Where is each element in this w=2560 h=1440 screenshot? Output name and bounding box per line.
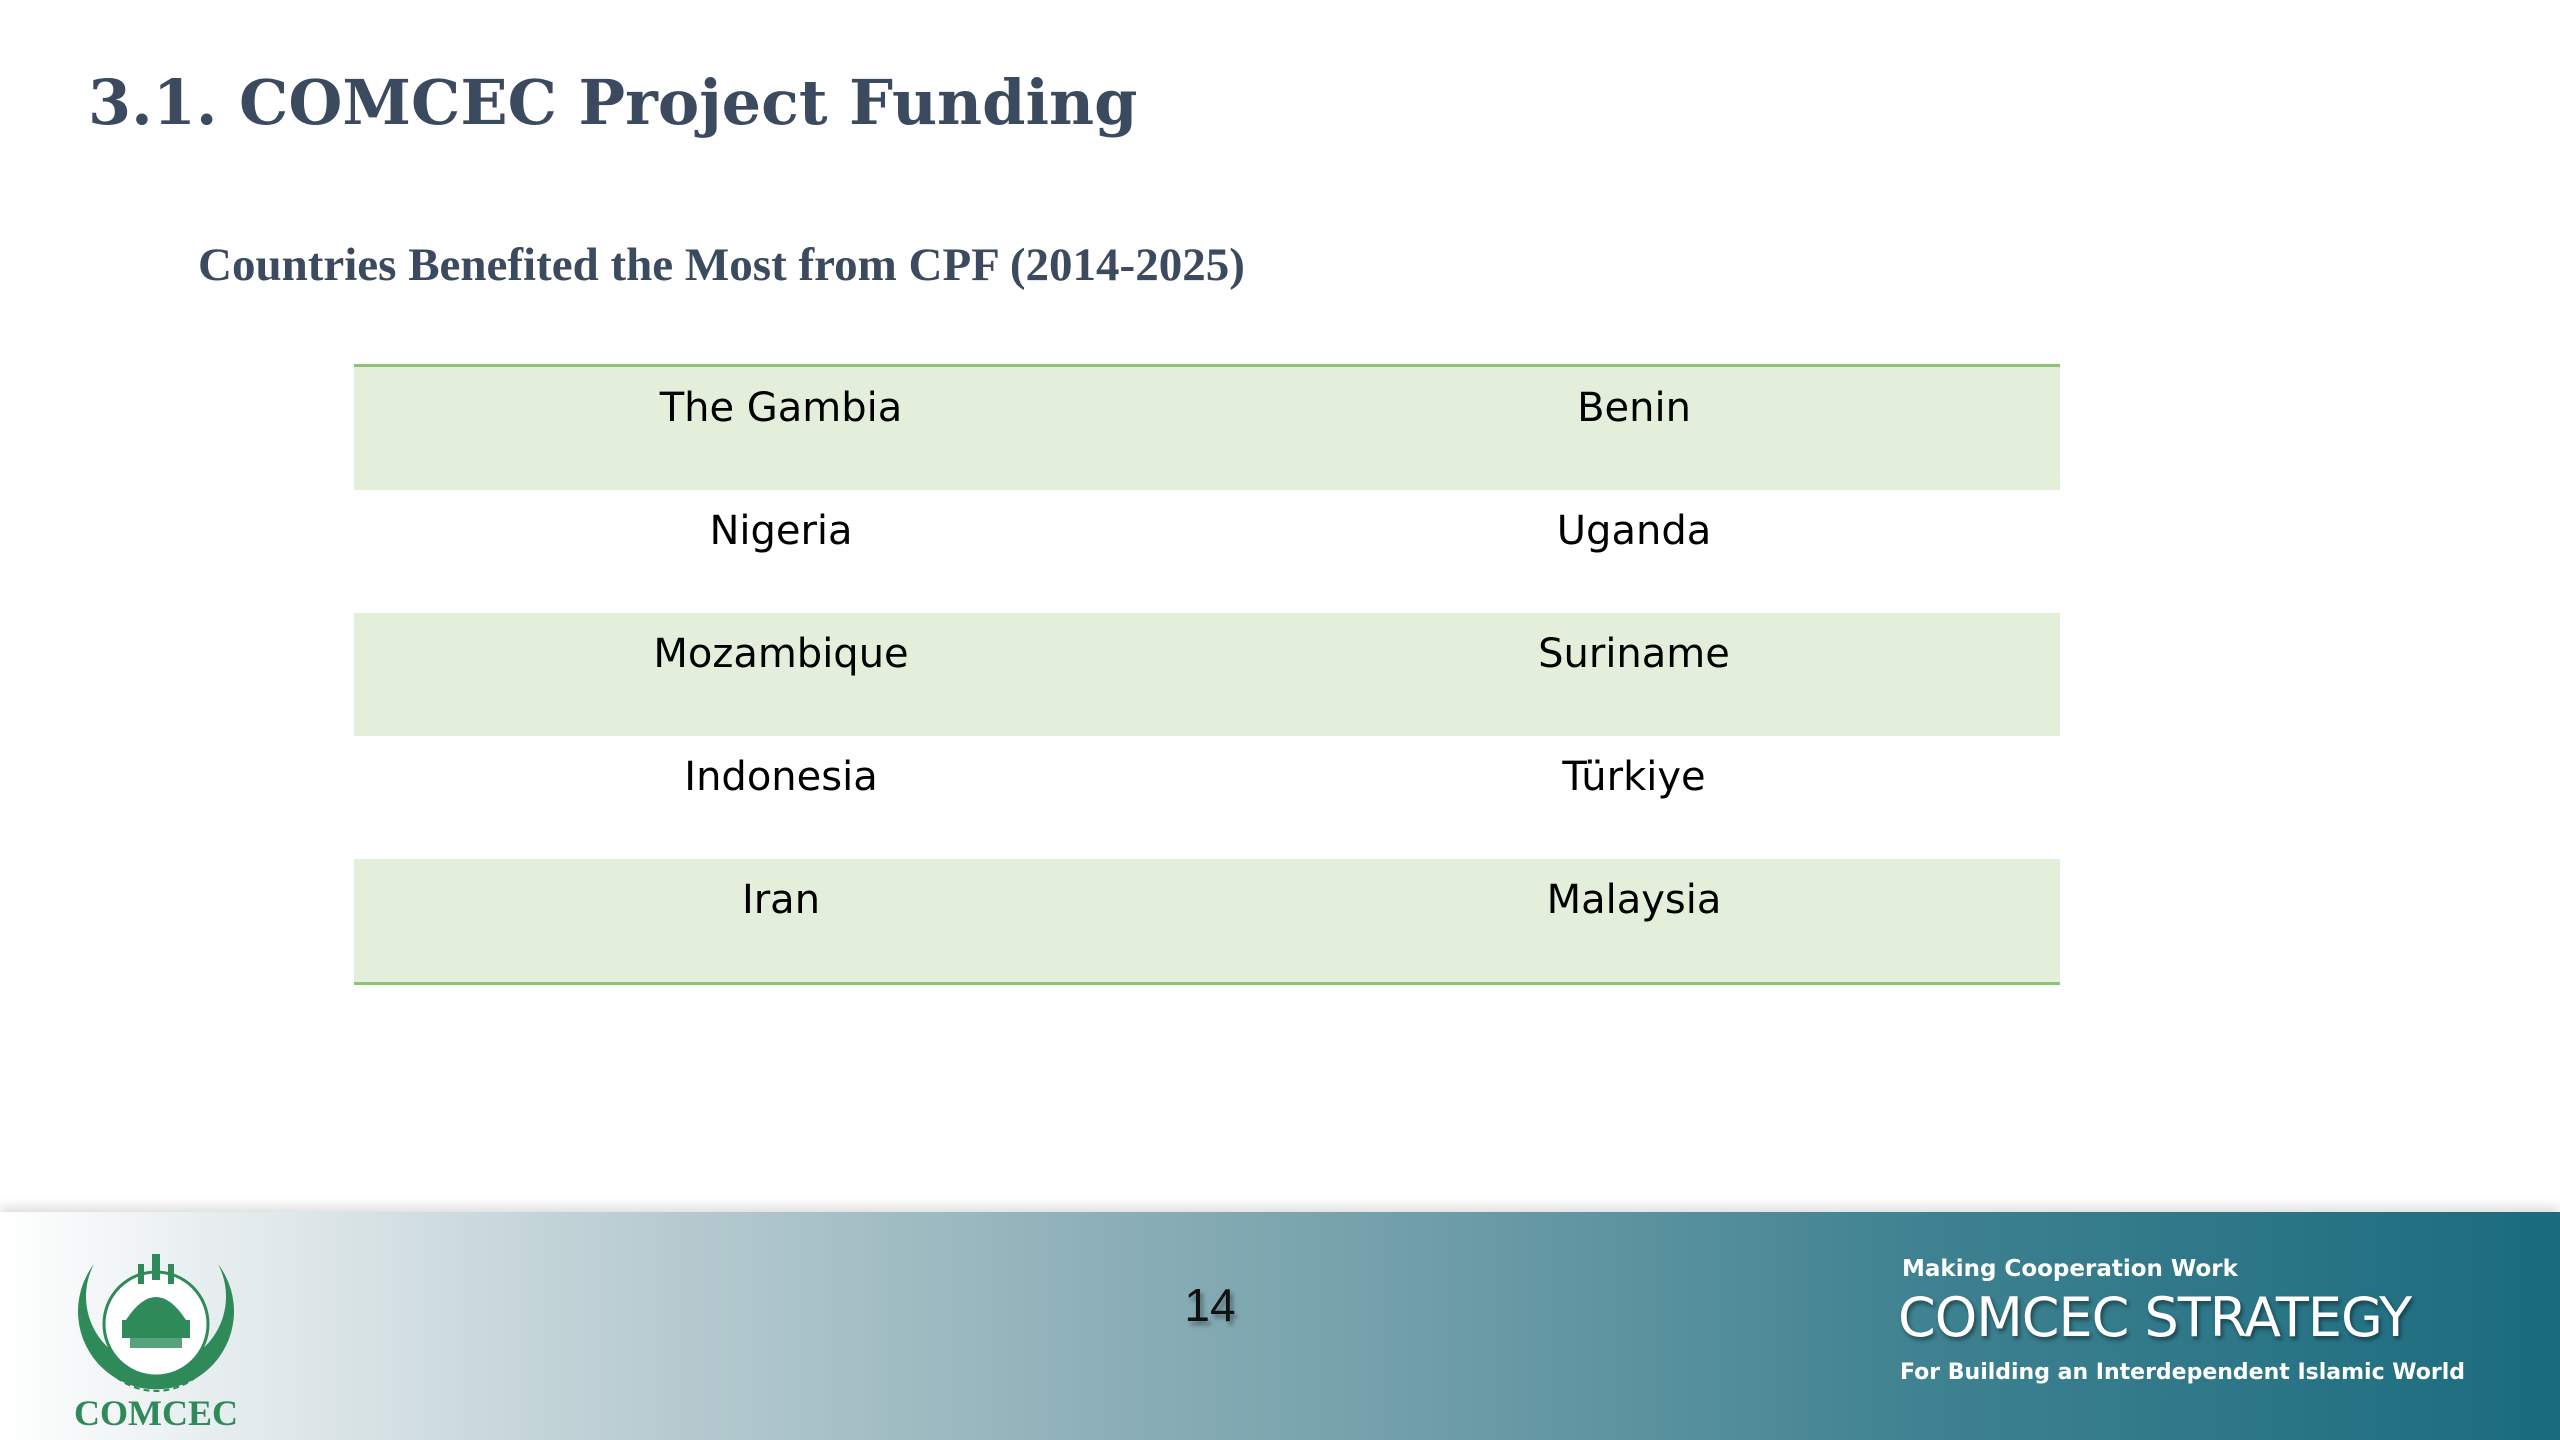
countries-table: The Gambia Benin Nigeria Uganda Mozambiq… — [354, 364, 2060, 985]
table-cell: Malaysia — [1208, 859, 2060, 984]
table-row: Iran Malaysia — [354, 859, 2060, 984]
slide-title: 3.1. COMCEC Project Funding — [88, 66, 1138, 139]
table-cell: Iran — [354, 859, 1208, 984]
table-cell: Mozambique — [354, 613, 1208, 736]
strategy-kicker: Making Cooperation Work — [1902, 1256, 2238, 1282]
table-cell: Nigeria — [354, 490, 1208, 613]
strategy-title: COMCEC STRATEGY — [1898, 1286, 2412, 1349]
table-row: Mozambique Suriname — [354, 613, 2060, 736]
table-cell: Suriname — [1208, 613, 2060, 736]
page-number: 14 — [1184, 1279, 1236, 1331]
logo-label: COMCEC — [74, 1393, 238, 1433]
table-cell: Türkiye — [1208, 736, 2060, 859]
footer-banner — [0, 1212, 2560, 1440]
table-row: Indonesia Türkiye — [354, 736, 2060, 859]
strategy-subtitle: For Building an Interdependent Islamic W… — [1900, 1360, 2466, 1385]
table-caption: Countries Benefited the Most from CPF (2… — [198, 239, 1245, 291]
table-cell: Benin — [1208, 365, 2060, 490]
table-row: The Gambia Benin — [354, 365, 2060, 490]
table-cell: Indonesia — [354, 736, 1208, 859]
table-cell: The Gambia — [354, 365, 1208, 490]
comcec-logo-icon — [78, 1254, 235, 1392]
table-cell: Uganda — [1208, 490, 2060, 613]
table-row: Nigeria Uganda — [354, 490, 2060, 613]
